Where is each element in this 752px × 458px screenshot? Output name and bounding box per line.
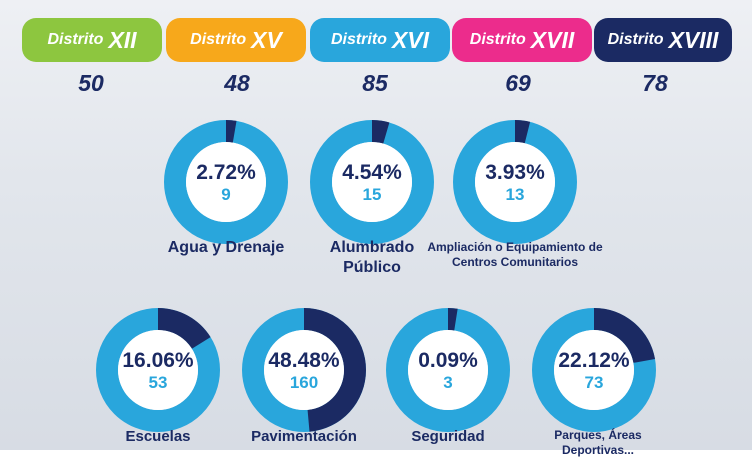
donut-escuelas: 16.06% 53 (95, 307, 221, 433)
donut-hole (475, 142, 555, 222)
donut-hole (332, 142, 412, 222)
donut-ring (532, 308, 656, 432)
donut-ring (453, 120, 577, 244)
tab-distrito-xv: Distrito XV (166, 18, 306, 62)
tab-roman: XVIII (668, 26, 719, 53)
donut-hole (554, 330, 634, 410)
donut-slice (310, 120, 434, 244)
tab-distrito-xvii: Distrito XVII (452, 18, 592, 62)
donut-slice (164, 120, 288, 244)
tab-word: Distrito (330, 31, 387, 48)
donut-agua-y-drenaje: 2.72% 9 (163, 119, 289, 245)
donut-slice (386, 308, 510, 432)
label-escuelas: Escuelas (125, 428, 191, 445)
tab-roman: XVII (530, 26, 575, 53)
donut-percent: 4.54% (342, 161, 402, 184)
donut-percent: 3.93% (485, 161, 545, 184)
donut-percent: 22.12% (558, 349, 630, 372)
district-count: 78 (642, 70, 668, 96)
donut-count: 3 (443, 373, 453, 392)
donut-parques: 22.12% 73 (531, 307, 657, 433)
tab-roman: XV (251, 26, 282, 53)
district-count: 85 (362, 70, 388, 96)
donut-count: 73 (584, 373, 604, 392)
donut-seguridad: 0.09% 3 (385, 307, 511, 433)
donut-count: 15 (362, 185, 382, 204)
donut-hole (186, 142, 266, 222)
donut-count: 9 (221, 185, 231, 204)
donut-ring (242, 308, 366, 432)
donut-hole (408, 330, 488, 410)
donut-hole (264, 330, 344, 410)
donut-ring (310, 120, 434, 244)
label-centros-comunitarios: Ampliación o Equipamiento de Centros Com… (427, 240, 603, 269)
donut-percent: 0.09% (418, 349, 478, 372)
tab-distrito-xvi: Distrito XVI (310, 18, 450, 62)
label-alumbrado-publico: Alumbrado Público (329, 239, 415, 276)
donut-ring (164, 120, 288, 244)
donut-slice (96, 308, 220, 432)
donut-slice (453, 120, 577, 244)
donut-ring (386, 308, 510, 432)
tab-roman: XVI (391, 26, 430, 53)
donut-centros-comunitarios: 3.93% 13 (452, 119, 578, 245)
label-parques: Parques, Áreas Deportivas... (554, 428, 642, 457)
donut-count: 53 (148, 373, 168, 392)
label-agua-y-drenaje: Agua y Drenaje (167, 239, 285, 256)
tab-word: Distrito (190, 31, 247, 48)
donut-hole (118, 330, 198, 410)
district-count: 69 (505, 70, 531, 96)
donut-slice (532, 308, 656, 432)
tab-distrito-xii: Distrito XII (22, 18, 162, 62)
tab-word: Distrito (607, 31, 664, 48)
donut-count: 160 (289, 373, 319, 392)
label-pavimentacion: Pavimentación (251, 428, 357, 445)
donut-percent: 2.72% (196, 161, 256, 184)
district-count: 50 (78, 70, 104, 96)
district-count: 48 (224, 70, 250, 96)
donut-ring (96, 308, 220, 432)
tab-distrito-xviii: Distrito XVIII (594, 18, 732, 62)
tab-word: Distrito (469, 31, 526, 48)
donut-percent: 48.48% (268, 349, 340, 372)
donut-alumbrado-publico: 4.54% 15 (309, 119, 435, 245)
tab-word: Distrito (47, 31, 104, 48)
donut-count: 13 (505, 185, 525, 204)
donut-pavimentacion: 48.48% 160 (241, 307, 367, 433)
donut-percent: 16.06% (122, 349, 194, 372)
tab-roman: XII (108, 26, 137, 53)
label-seguridad: Seguridad (411, 428, 485, 445)
donut-slice (242, 308, 366, 432)
